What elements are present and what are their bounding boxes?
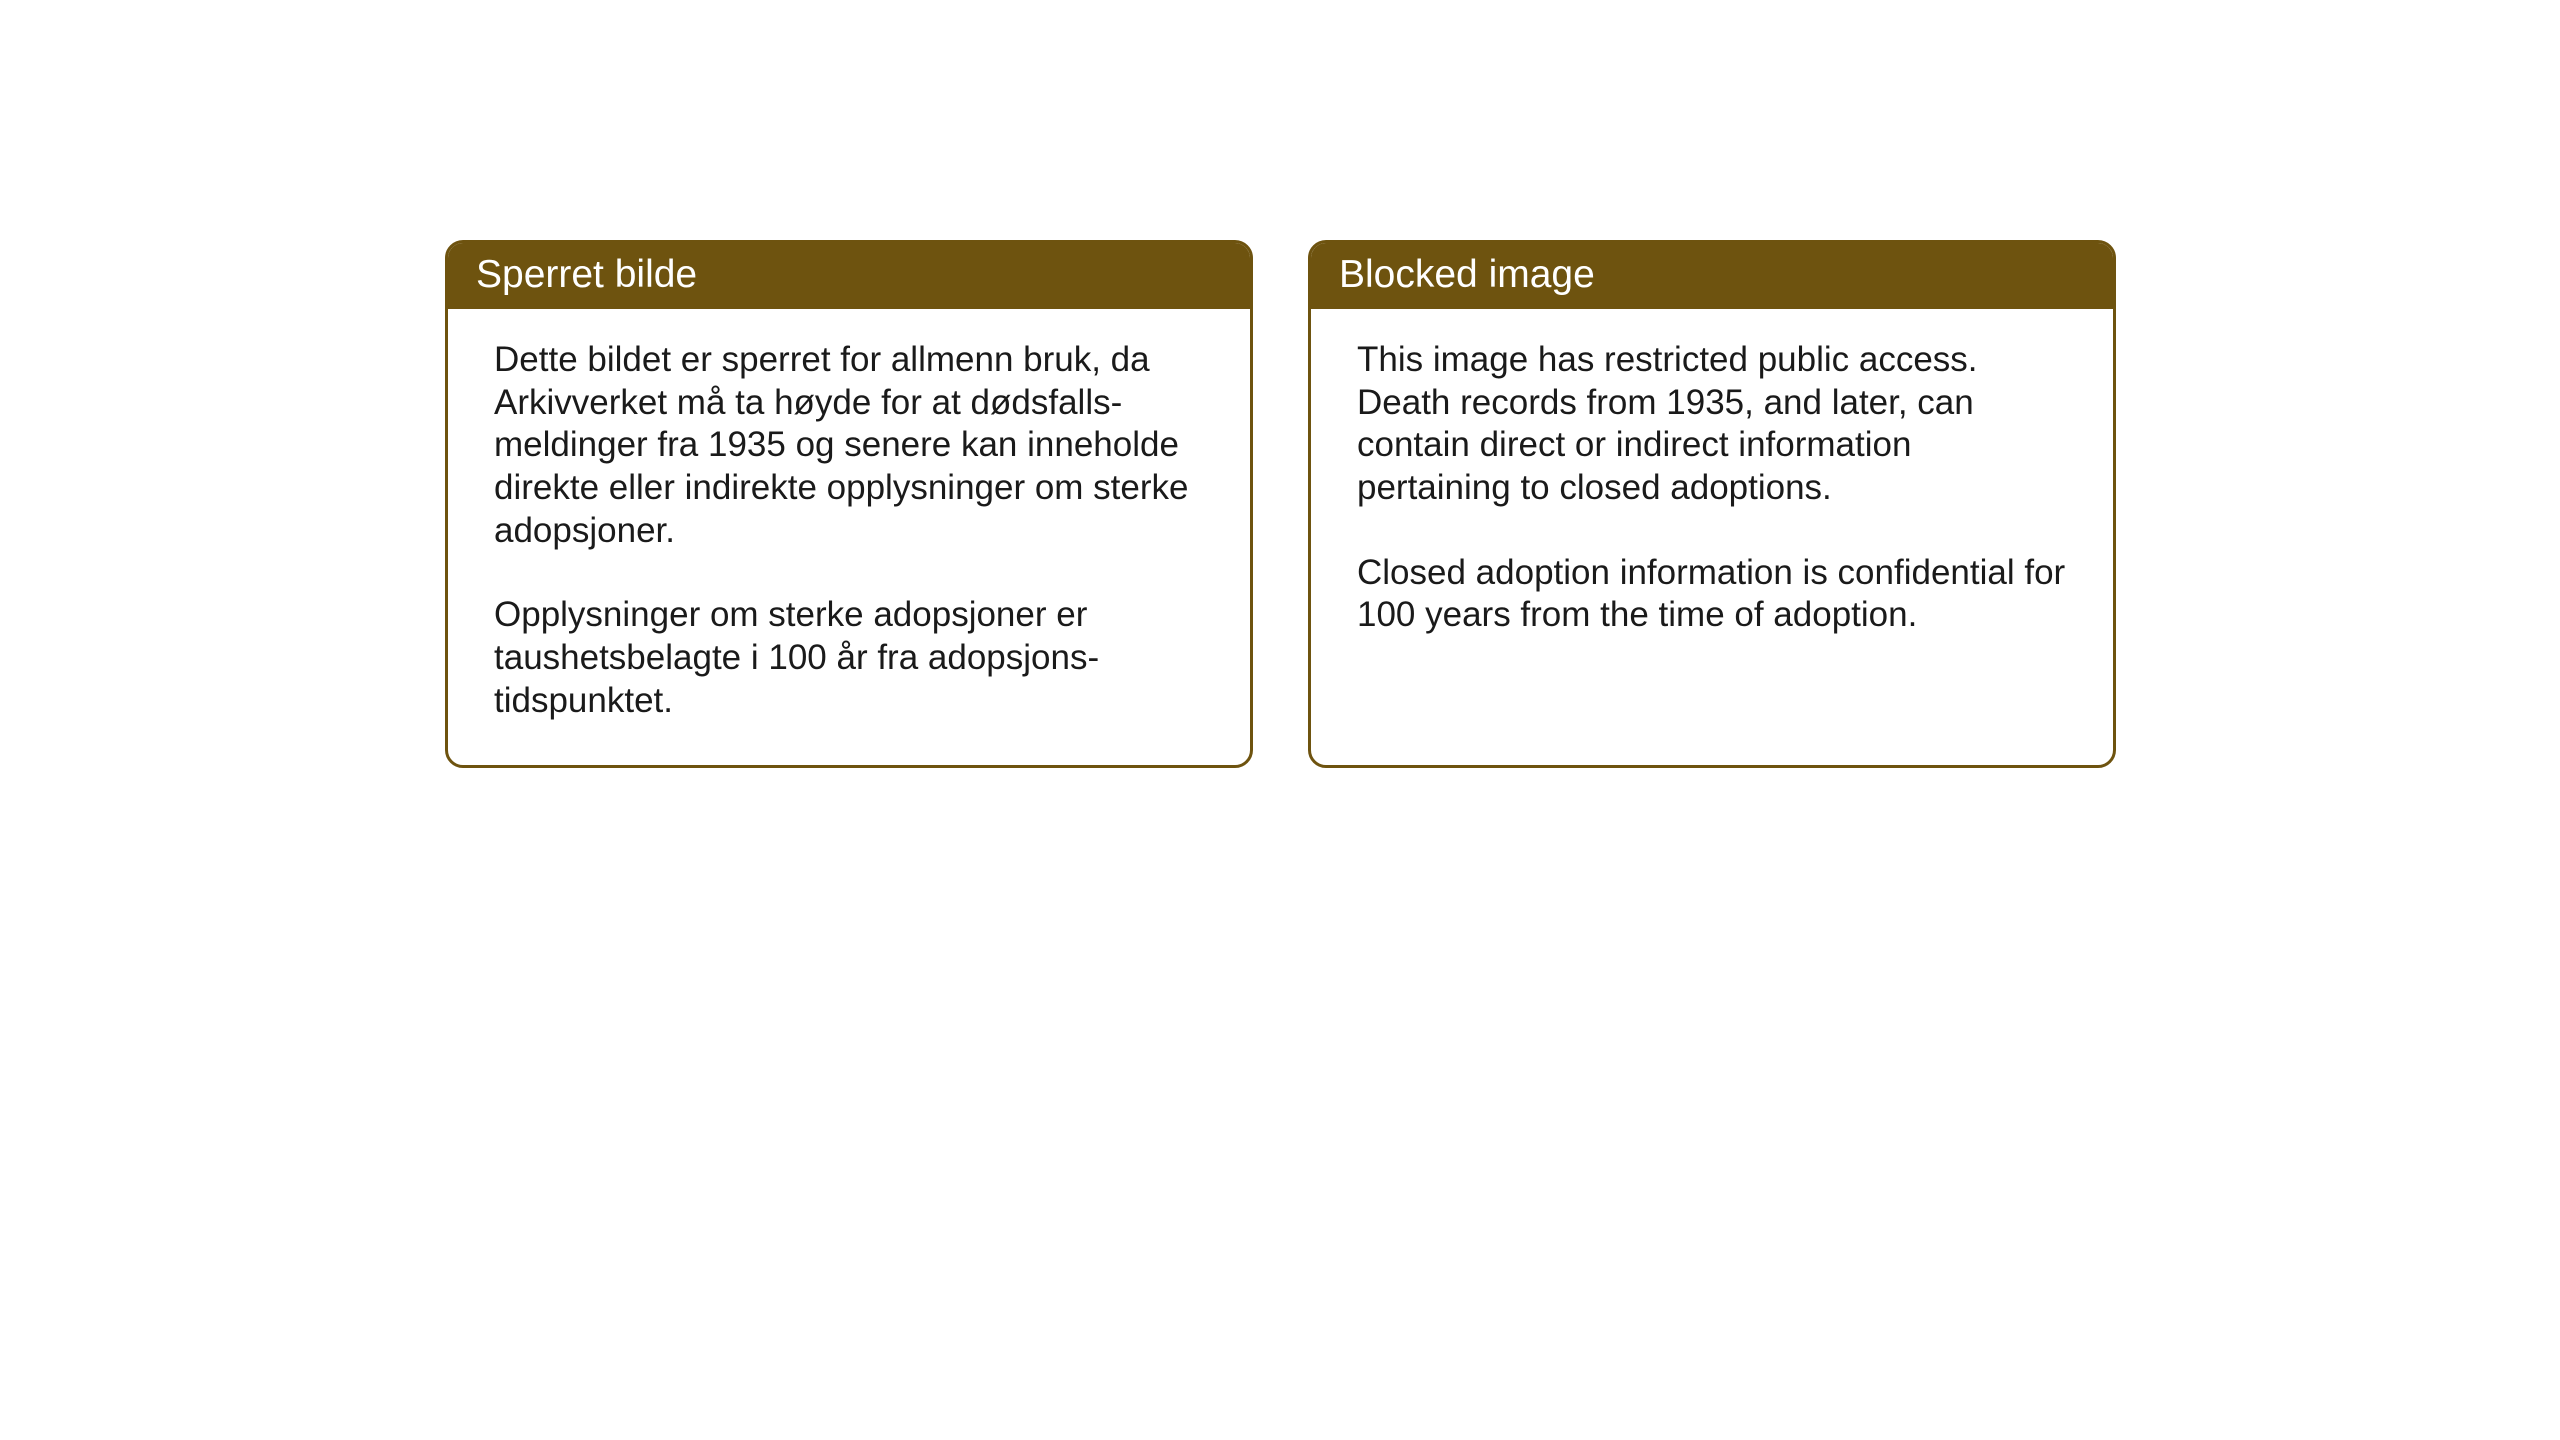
notice-body-english: This image has restricted public access.… [1311,309,2113,679]
notice-paragraph-1-english: This image has restricted public access.… [1357,339,2067,510]
notice-header-norwegian: Sperret bilde [448,243,1250,309]
notice-body-norwegian: Dette bildet er sperret for allmenn bruk… [448,309,1250,765]
notice-paragraph-2-english: Closed adoption information is confident… [1357,552,2067,637]
notice-cards-container: Sperret bilde Dette bildet er sperret fo… [445,240,2116,768]
notice-paragraph-2-norwegian: Opplysninger om sterke adopsjoner er tau… [494,594,1204,722]
notice-paragraph-1-norwegian: Dette bildet er sperret for allmenn bruk… [494,339,1204,552]
notice-header-english: Blocked image [1311,243,2113,309]
notice-title-norwegian: Sperret bilde [476,253,697,296]
notice-title-english: Blocked image [1339,253,1595,296]
notice-card-norwegian: Sperret bilde Dette bildet er sperret fo… [445,240,1253,768]
notice-card-english: Blocked image This image has restricted … [1308,240,2116,768]
